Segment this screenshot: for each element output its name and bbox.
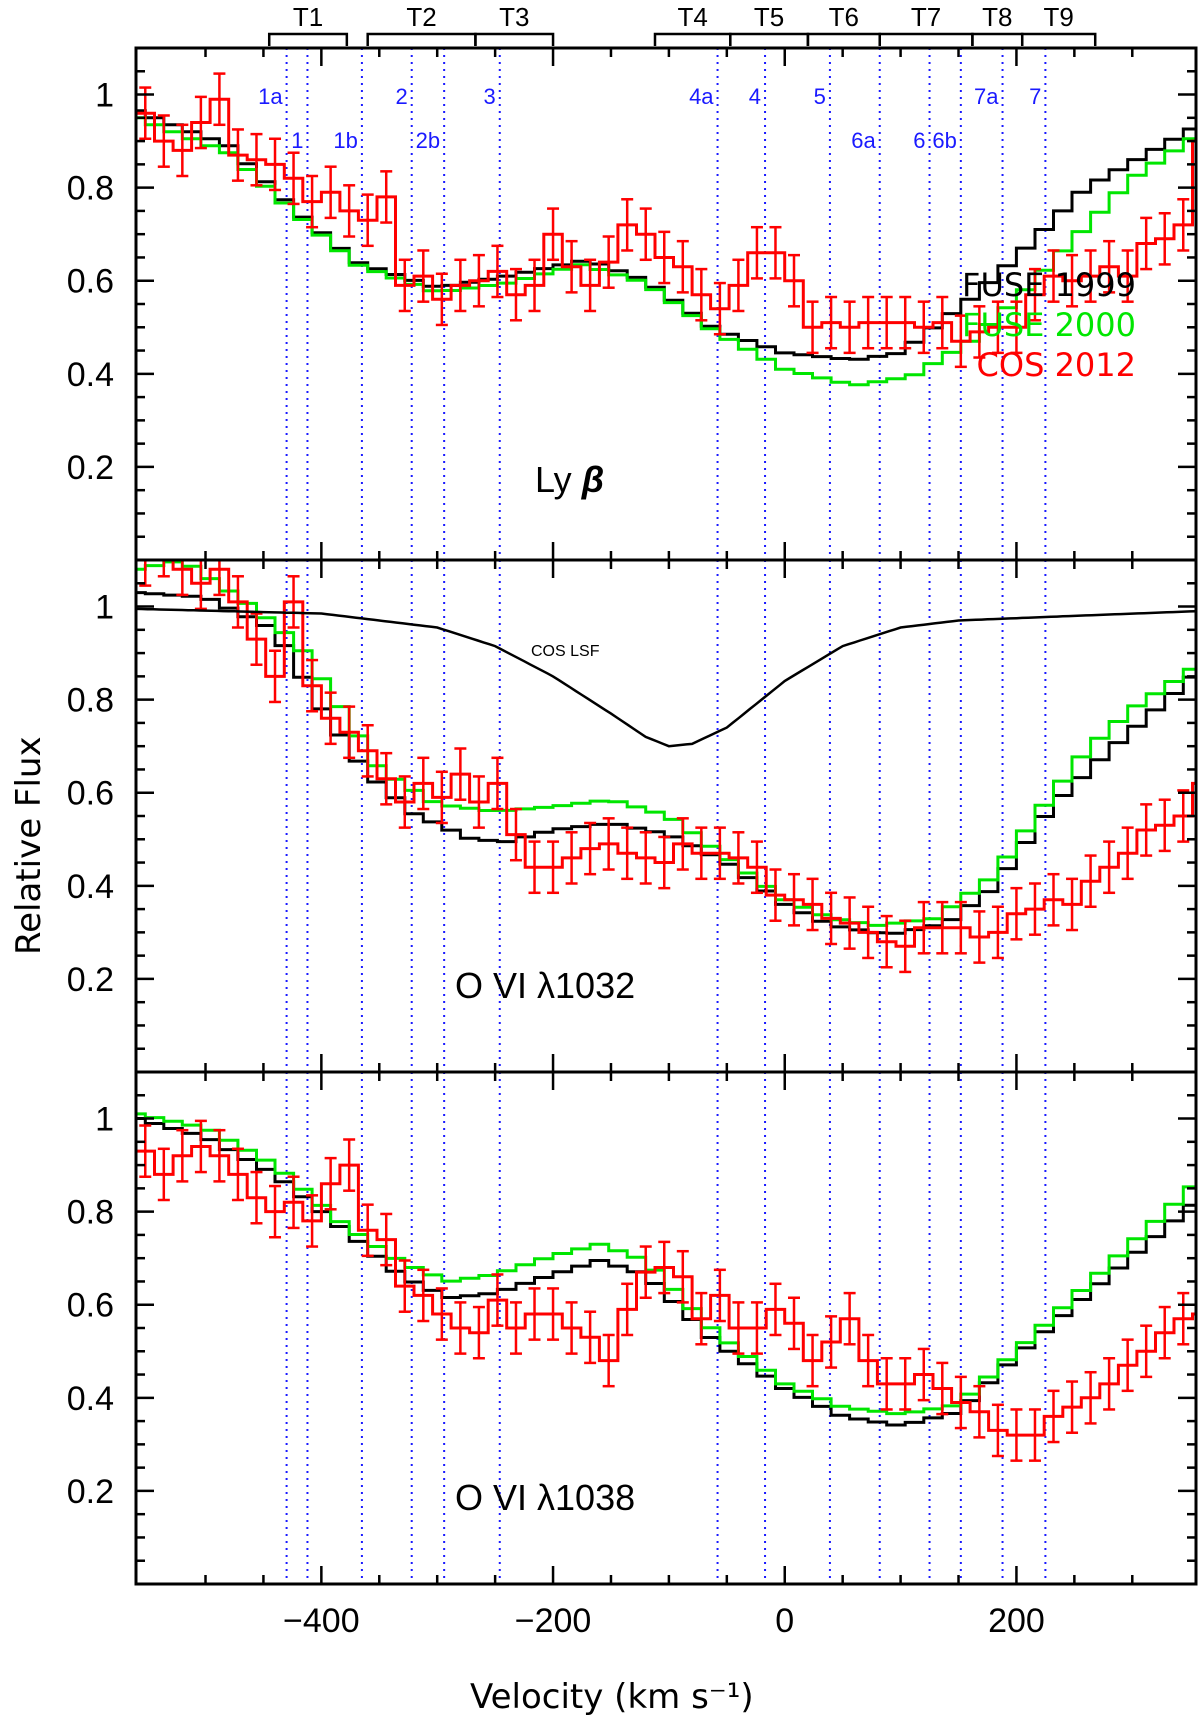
trough-label: T2 <box>406 2 436 32</box>
component-label: 6b <box>932 128 956 153</box>
trough-label: T3 <box>499 2 529 32</box>
trough-label: T7 <box>911 2 941 32</box>
cos-2012-step-line <box>136 560 1196 948</box>
component-label: 2 <box>395 84 407 109</box>
legend-entry: FUSE 1999 <box>962 266 1136 304</box>
component-label: 1 <box>291 128 303 153</box>
component-label: 7a <box>974 84 999 109</box>
y-axis-title: Relative Flux <box>9 736 49 955</box>
panel-2: 0.2 0.4 0.6 0.8 1 O VI λ1032 COS LSF <box>67 558 1198 1074</box>
trough-bracket <box>366 32 477 46</box>
x-tick-label: −200 <box>515 1602 592 1640</box>
y-tick-label: 1 <box>95 1101 114 1139</box>
y-tick-label: 0.4 <box>67 1380 114 1418</box>
trough-bracket <box>474 32 555 46</box>
component-label: 7 <box>1029 84 1041 109</box>
y-tick-label: 0.8 <box>67 682 114 720</box>
y-tick-label: 1 <box>95 589 114 627</box>
y-tick-label: 0.4 <box>67 356 114 394</box>
lsf-label: COS LSF <box>531 643 600 660</box>
y-tick-label: 0.4 <box>67 868 114 906</box>
component-label: 3 <box>484 84 496 109</box>
y-tick-label: 0.2 <box>67 1473 114 1511</box>
y-tick-label: 0.6 <box>67 775 114 813</box>
trough-bracket <box>1020 32 1097 46</box>
y-tick-label: 0.8 <box>67 170 114 208</box>
trough-label: T6 <box>829 2 859 32</box>
trough-label: T1 <box>293 2 323 32</box>
trough-label: T8 <box>982 2 1012 32</box>
legend-entry: COS 2012 <box>977 346 1136 384</box>
component-label: 6 <box>913 128 925 153</box>
component-label: 5 <box>814 84 826 109</box>
trough-bracket <box>267 32 349 46</box>
component-label: 1b <box>333 128 357 153</box>
legend-entry: FUSE 2000 <box>962 306 1136 344</box>
panel-3: 0.2 0.4 0.6 0.8 1 O VI λ1038 <box>67 1070 1198 1586</box>
ion-label: Ly β <box>535 459 604 500</box>
ion-name: Ly <box>535 459 582 500</box>
y-tick-label: 1 <box>95 77 114 115</box>
ion-symbol: β <box>581 459 604 500</box>
fuse-1999-step-line <box>136 1117 1196 1427</box>
trough-label: T4 <box>677 2 707 32</box>
x-tick-label: −400 <box>283 1602 360 1640</box>
y-tick-label: 0.8 <box>67 1194 114 1232</box>
x-tick-label: 200 <box>988 1602 1045 1640</box>
trough-bracket <box>729 32 810 46</box>
component-label: 6a <box>851 128 876 153</box>
component-label: 1a <box>258 84 283 109</box>
y-tick-label: 0.6 <box>67 1287 114 1325</box>
lsf-line <box>136 607 1196 748</box>
trough-label: T5 <box>754 2 784 32</box>
component-label: 4a <box>689 84 714 109</box>
trough-bracket <box>878 32 974 46</box>
ion-label: O VI λ1032 <box>455 965 635 1006</box>
y-tick-label: 0.2 <box>67 449 114 487</box>
ion-label: O VI λ1038 <box>455 1477 635 1518</box>
y-tick-label: 0.6 <box>67 263 114 301</box>
trough-label: T9 <box>1044 2 1074 32</box>
x-tick-label: 0 <box>775 1602 794 1640</box>
y-tick-label: 0.2 <box>67 961 114 999</box>
fuse-2000-step-line <box>136 116 1196 387</box>
x-axis-title: Velocity (km s⁻¹) <box>470 1677 754 1717</box>
trough-bracket <box>971 32 1024 46</box>
component-label: 4 <box>749 84 761 109</box>
trough-bracket <box>653 32 732 46</box>
fuse-2000-step-line <box>136 560 1196 927</box>
panel-frame <box>134 1070 1198 1586</box>
component-label: 2b <box>416 128 440 153</box>
trough-bracket <box>806 32 881 46</box>
fuse-2000-step-line <box>136 1112 1196 1416</box>
